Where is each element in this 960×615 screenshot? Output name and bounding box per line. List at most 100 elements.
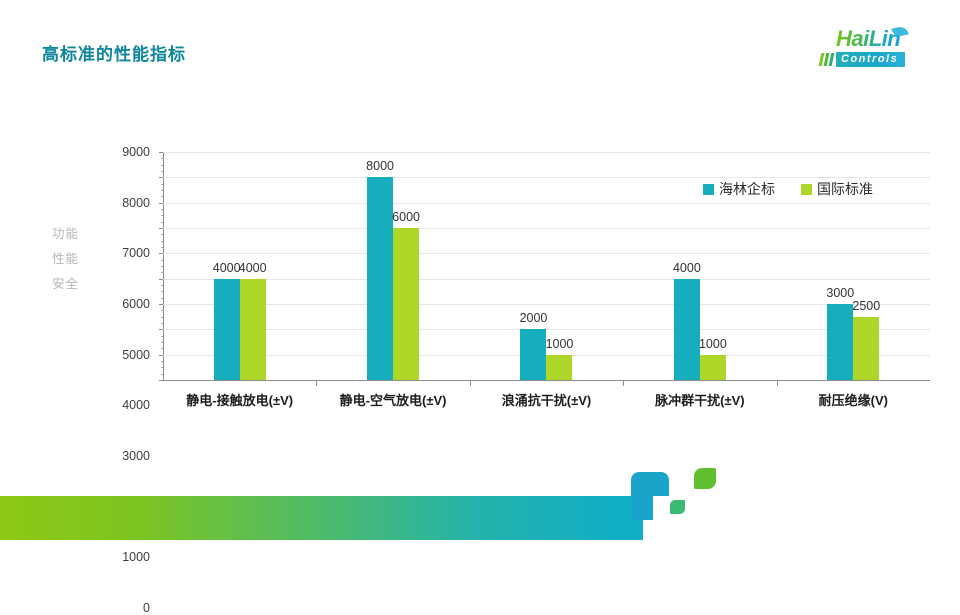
- y-axis-label: 4000: [122, 398, 150, 413]
- y-axis-minor-tick: [161, 196, 163, 198]
- gridline: [163, 278, 930, 280]
- bar-value-label: 1000: [698, 336, 727, 351]
- y-axis-minor-tick: [161, 158, 163, 160]
- y-axis-minor-tick: [161, 335, 163, 337]
- x-axis-category-label: 浪涌抗干扰(±V): [501, 393, 592, 408]
- bar-pair: 4000 1000: [673, 152, 727, 380]
- bar-value-label: 3000: [826, 286, 855, 300]
- footer-gradient-bar: [0, 496, 643, 540]
- footer-green-leaf-small: [670, 500, 685, 514]
- bar-1[interactable]: 2500: [852, 299, 880, 380]
- y-axis-minor-tick: [161, 234, 163, 236]
- y-axis-tick: 4000: [122, 278, 163, 412]
- bar-1[interactable]: 1000: [699, 337, 727, 380]
- y-axis-label: 9000: [122, 145, 150, 159]
- chart-category-group: 2000 1000 浪涌抗干扰(±V): [470, 152, 623, 408]
- y-axis-minor-tick: [161, 361, 163, 362]
- x-axis-category-label: 耐压绝缘(V): [818, 393, 888, 408]
- gridline: [163, 253, 930, 255]
- bar-value-label: 4000: [212, 260, 241, 275]
- y-axis-label: 6000: [122, 297, 150, 311]
- bar-0[interactable]: 3000: [826, 286, 854, 380]
- legend-item-1[interactable]: 国际标准: [801, 179, 873, 199]
- footer-green-leaf-large: [694, 468, 716, 489]
- bar-value-label: 4000: [672, 260, 701, 275]
- y-axis-minor-tick: [161, 171, 163, 172]
- legend-label: 海林企标: [719, 181, 775, 197]
- y-axis-tick: 5000: [122, 253, 163, 362]
- bar-pair: 3000 2500: [826, 152, 880, 380]
- legend-item-0[interactable]: 海林企标: [703, 179, 775, 199]
- bar-value-label: 2500: [852, 298, 881, 313]
- bar-0[interactable]: 2000: [520, 311, 547, 380]
- y-axis-tick: 9000: [122, 145, 163, 159]
- y-axis-minor-tick: [161, 259, 163, 261]
- y-axis-minor-tick: [161, 373, 163, 375]
- y-axis-line: [163, 152, 164, 381]
- logo-wordmark: HaiLin: [836, 26, 901, 51]
- x-axis-tick: [469, 380, 471, 386]
- y-axis-tick: 6000: [122, 228, 163, 311]
- page-title: 高标准的性能指标: [42, 45, 186, 64]
- y-axis-minor-tick: [161, 183, 163, 185]
- bar-pair: 2000 1000: [520, 152, 573, 380]
- gridline: [163, 177, 930, 179]
- y-axis-minor-tick: [161, 240, 163, 242]
- bar-0[interactable]: 8000: [366, 159, 394, 380]
- side-note-line-1: 功能: [52, 227, 80, 241]
- x-axis-tick: [623, 380, 625, 386]
- legend-swatch: [703, 183, 714, 195]
- bar-value-label: 6000: [392, 210, 420, 224]
- y-axis-minor-tick: [161, 247, 163, 248]
- bar-pair: 4000 4000: [213, 152, 267, 380]
- y-axis-minor-tick: [161, 323, 163, 324]
- chart-category-group: 8000 6000 静电-空气放电(±V): [316, 152, 469, 408]
- y-axis-label: 8000: [122, 195, 150, 210]
- x-axis-line: [163, 380, 930, 381]
- y-axis-minor-tick: [161, 190, 163, 191]
- gridline: [163, 202, 930, 204]
- y-axis-label: 3000: [122, 449, 150, 463]
- gridline: [163, 304, 930, 305]
- y-axis-tick: 0: [143, 380, 163, 615]
- chart-category-group: 4000 4000 静电-接触放电(±V): [163, 152, 316, 408]
- gridline: [163, 228, 930, 229]
- bar-pair: 8000 6000: [366, 152, 420, 380]
- y-axis-minor-tick: [161, 164, 163, 166]
- side-note-line-3: 安全: [52, 277, 80, 291]
- y-axis-label: 1000: [122, 550, 150, 565]
- y-axis-tick: 8000: [122, 177, 163, 210]
- y-axis-label: 7000: [122, 246, 150, 261]
- x-axis-tick: [776, 380, 778, 386]
- y-axis-minor-tick: [161, 266, 163, 267]
- bar-0[interactable]: 4000: [213, 261, 241, 380]
- y-axis-tick: 7000: [122, 202, 163, 260]
- y-axis-minor-tick: [161, 209, 163, 210]
- footer-blue-square: [631, 494, 653, 520]
- legend-swatch: [801, 183, 812, 195]
- y-axis-minor-tick: [161, 342, 163, 343]
- bar-1[interactable]: 4000: [239, 261, 267, 380]
- footer-blue-leaf: [631, 472, 669, 496]
- bar-1[interactable]: 1000: [546, 337, 573, 380]
- logo-sub-label: Controls: [836, 51, 906, 67]
- plot-area: 0 1000 2000 3000 4000 5000 6000 7000 8000 9000 400…: [122, 145, 930, 615]
- y-axis-minor-tick: [161, 285, 163, 286]
- x-axis-category-label: 脉冲群干扰(±V): [655, 393, 745, 408]
- bar-value-label: 1000: [545, 336, 574, 351]
- x-axis-tick: [316, 380, 318, 386]
- y-axis-minor-tick: [161, 221, 163, 223]
- chart-category-group: 3000 2500 耐压绝缘(V): [777, 152, 930, 408]
- bar-0[interactable]: 4000: [673, 261, 701, 380]
- y-axis-label: 5000: [122, 347, 150, 362]
- y-axis-minor-tick: [161, 367, 163, 369]
- y-axis-minor-tick: [161, 272, 163, 274]
- bar-chart: 0 1000 2000 3000 4000 5000 6000 7000 8000 9000 400…: [122, 145, 930, 615]
- bar-1[interactable]: 6000: [392, 210, 420, 380]
- logo-subline: Controls: [818, 51, 906, 67]
- chart-legend: 海林企标 国际标准: [703, 179, 873, 199]
- y-axis-label: 0: [143, 601, 150, 615]
- gridline: [163, 329, 930, 331]
- y-axis-tick: 3000: [122, 304, 163, 463]
- bar-value-label: 4000: [238, 260, 267, 275]
